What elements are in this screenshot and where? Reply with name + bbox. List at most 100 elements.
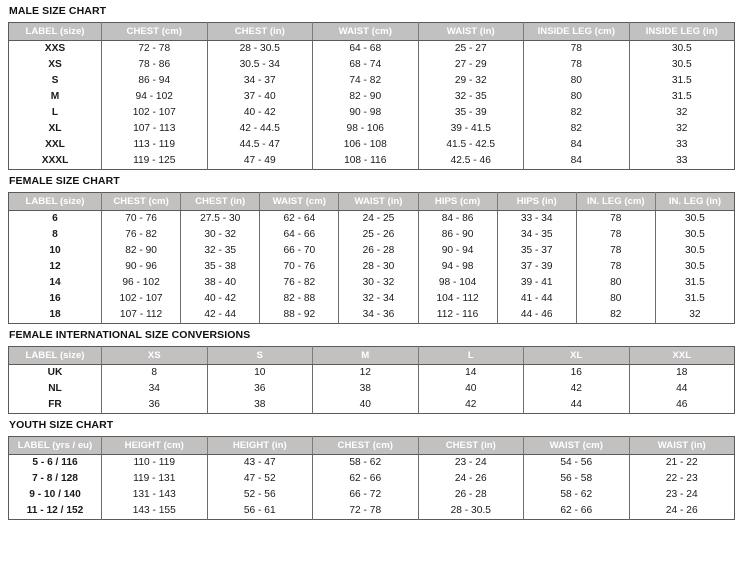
cell-value: 78 - 86 — [101, 57, 208, 73]
cell-value: 76 - 82 — [101, 227, 182, 243]
cell-value: 42.5 - 46 — [418, 153, 524, 170]
column-header-label-size: LABEL (size) — [8, 22, 102, 41]
cell-value: 68 - 74 — [312, 57, 419, 73]
size-table: LABEL (yrs / eu) HEIGHT (cm) HEIGHT (in) CH… — [8, 436, 735, 520]
cell-value: 23 - 24 — [665, 489, 698, 500]
cell-value: 44 — [676, 383, 688, 394]
cell-value: 52 - 56 — [207, 487, 313, 503]
column-header-xl: XL — [523, 346, 630, 365]
cell-value: 64 - 68 — [312, 40, 419, 57]
section-female-size-chart: FEMALE SIZE CHART LABEL (size) CHEST (cm) C… — [0, 170, 743, 324]
section-male-size-chart: MALE SIZE CHART LABEL (size) CHEST (cm) CHE… — [0, 0, 743, 170]
column-header-inside-leg-in: INSIDE LEG (in) — [629, 22, 735, 41]
cell-value: 72 - 78 — [312, 503, 419, 520]
cell-value: 74 - 82 — [312, 73, 419, 89]
section-youth-size-chart: YOUTH SIZE CHART LABEL (yrs / eu) HEIGHT (… — [0, 414, 743, 520]
cell-value: 84 — [523, 137, 630, 153]
table-row: 8 76 - 82 30 - 32 64 - 66 25 - 26 86 - 90 34 -… — [8, 227, 735, 243]
column-header-in-leg-in: IN. LEG (in) — [655, 192, 735, 211]
cell-value: 31.5 — [685, 277, 705, 288]
column-header-waist-in: WAIST (in) — [629, 436, 735, 455]
column-header-inside-leg-cm: INSIDE LEG (cm) — [523, 22, 630, 41]
table-row: M 94 - 102 37 - 40 82 - 90 32 - 35 80 31.5 — [8, 89, 735, 105]
cell-value: 56 - 58 — [523, 471, 630, 487]
cell-value: 70 - 76 — [259, 259, 340, 275]
cell-value: 66 - 70 — [259, 243, 340, 259]
column-header-chest-cm: CHEST (cm) — [101, 192, 182, 211]
cell-value: 33 — [676, 155, 688, 166]
row-label: 10 — [8, 243, 102, 259]
cell-value: 30.5 — [685, 213, 705, 224]
column-header-chest-in: CHEST (in) — [418, 436, 524, 455]
cell-value: 38 — [207, 397, 313, 414]
table-row: 10 82 - 90 32 - 35 66 - 70 26 - 28 90 - 94 35 … — [8, 243, 735, 259]
table-header-row: LABEL (size) XS S M L XL XXL — [8, 346, 735, 365]
table-row: XS 78 - 86 30.5 - 34 68 - 74 27 - 29 78 30.5 — [8, 57, 735, 73]
cell-value: 58 - 62 — [312, 454, 419, 471]
cell-value: 107 - 112 — [101, 307, 182, 324]
cell-value: 44 — [523, 397, 630, 414]
cell-value: 78 — [576, 210, 656, 227]
column-header-label-size: LABEL (size) — [8, 346, 102, 365]
cell-value: 28 - 30 — [338, 259, 419, 275]
cell-value: 80 — [576, 275, 656, 291]
table-header-row: LABEL (size) CHEST (cm) CHEST (in) WAIST (c… — [8, 192, 735, 211]
cell-value: 56 - 61 — [207, 503, 313, 520]
cell-value: 78 — [523, 40, 630, 57]
column-header-waist-cm: WAIST (cm) — [312, 22, 419, 41]
cell-value: 86 - 90 — [418, 227, 498, 243]
column-header-in-leg-cm: IN. LEG (cm) — [576, 192, 656, 211]
cell-value: 82 - 88 — [259, 291, 340, 307]
cell-value: 30.5 - 34 — [207, 57, 313, 73]
cell-value: 30 - 32 — [180, 227, 261, 243]
cell-value: 25 - 27 — [418, 40, 524, 57]
cell-value: 58 - 62 — [523, 487, 630, 503]
cell-value: 44.5 - 47 — [207, 137, 313, 153]
cell-value: 30.5 — [685, 245, 705, 256]
cell-value: 24 - 26 — [418, 471, 524, 487]
column-header-chest-cm: CHEST (cm) — [101, 22, 208, 41]
cell-value: 32 — [676, 123, 688, 134]
row-label: 9 - 10 / 140 — [8, 487, 102, 503]
table-row: XXL 113 - 119 44.5 - 47 106 - 108 41.5 - 42.… — [8, 137, 735, 153]
cell-value: 84 — [523, 153, 630, 170]
cell-value: 131 - 143 — [101, 487, 208, 503]
cell-value: 34 — [101, 381, 208, 397]
row-label: S — [8, 73, 102, 89]
section-female-international-size-conversions: FEMALE INTERNATIONAL SIZE CONVERSIONS LAB… — [0, 324, 743, 414]
cell-value: 40 — [312, 397, 419, 414]
column-header-hips-cm: HIPS (cm) — [418, 192, 498, 211]
cell-value: 32 — [676, 107, 688, 118]
column-header-l: L — [418, 346, 524, 365]
cell-value: 24 - 25 — [338, 210, 419, 227]
column-header-hips-in: HIPS (in) — [497, 192, 577, 211]
cell-value: 64 - 66 — [259, 227, 340, 243]
cell-value: 82 - 90 — [312, 89, 419, 105]
cell-value: 32 - 35 — [180, 243, 261, 259]
cell-value: 34 - 37 — [207, 73, 313, 89]
table-row: 14 96 - 102 38 - 40 76 - 82 30 - 32 98 - 104 3… — [8, 275, 735, 291]
cell-value: 90 - 96 — [101, 259, 182, 275]
cell-value: 35 - 37 — [497, 243, 577, 259]
cell-value: 39 - 41.5 — [418, 121, 524, 137]
cell-value: 47 - 49 — [207, 153, 313, 170]
column-header-chest-in: CHEST (in) — [180, 192, 261, 211]
cell-value: 27.5 - 30 — [180, 210, 261, 227]
cell-value: 12 — [312, 364, 419, 381]
size-table: LABEL (size) CHEST (cm) CHEST (in) WAIST (c… — [8, 22, 735, 170]
table-row: 16 102 - 107 40 - 42 82 - 88 32 - 34 104 - 11… — [8, 291, 735, 307]
row-label: UK — [8, 364, 102, 381]
cell-value: 110 - 119 — [101, 454, 208, 471]
cell-value: 96 - 102 — [101, 275, 182, 291]
table-row: L 102 - 107 40 - 42 90 - 98 35 - 39 82 32 — [8, 105, 735, 121]
cell-value: 29 - 32 — [418, 73, 524, 89]
cell-value: 32 - 34 — [338, 291, 419, 307]
row-label: 5 - 6 / 116 — [8, 454, 102, 471]
cell-value: 37 - 39 — [497, 259, 577, 275]
cell-value: 42 - 44 — [180, 307, 261, 324]
column-header-chest-in: CHEST (in) — [207, 22, 313, 41]
cell-value: 66 - 72 — [312, 487, 419, 503]
cell-value: 27 - 29 — [418, 57, 524, 73]
cell-value: 31.5 — [685, 293, 705, 304]
